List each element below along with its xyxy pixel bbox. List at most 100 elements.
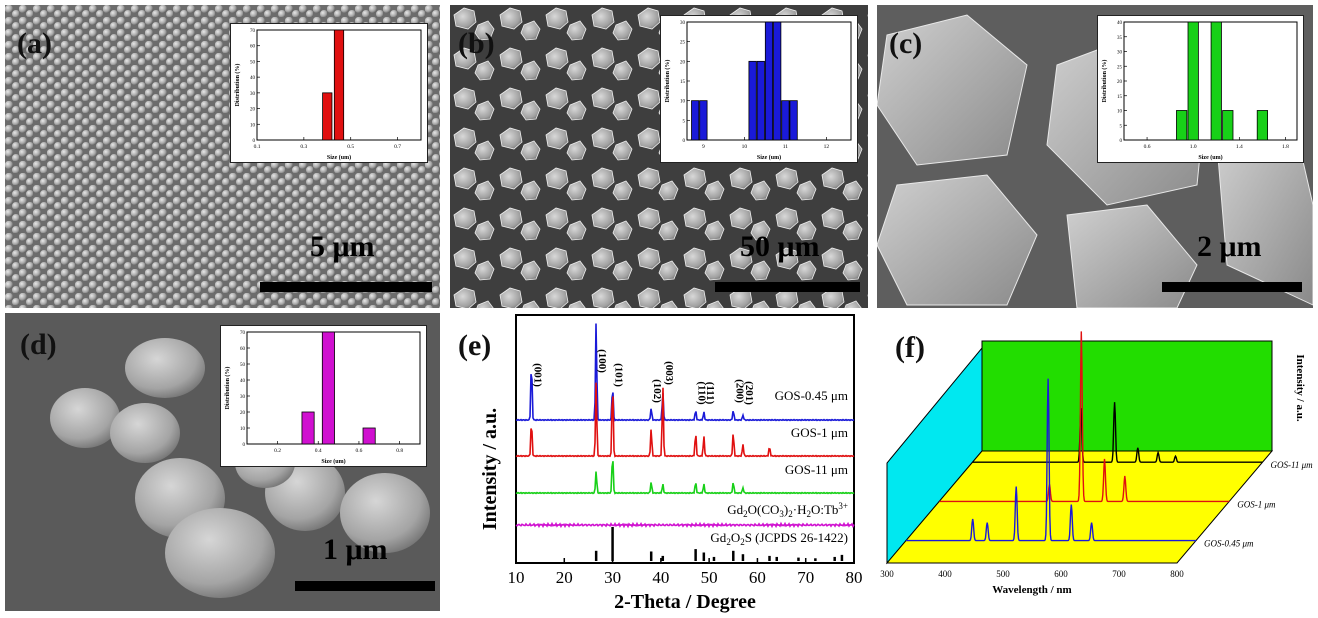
xrd-series-line (515, 323, 855, 422)
histogram-bar (748, 60, 757, 141)
inset-y-tick-label: 25 (1117, 65, 1123, 70)
inset-y-tick-label: 70 (250, 29, 256, 34)
inset-x-tick-label: 0.1 (254, 144, 261, 150)
pl-3d-chart: 300 400 500 600 700 800 Wavelength / nm Intensi… (880, 331, 1313, 596)
inset-x-tick-label: 0.3 (300, 144, 307, 150)
pl-x-tick-label: 500 (996, 569, 1010, 579)
inset-svg-c: 0 5 10 15 20 25 30 35 40 0.6 1.0 1.4 1.8 Size (um) Dis… (1101, 21, 1298, 161)
xrd-series-line (515, 461, 855, 495)
inset-y-tick-label: 30 (680, 21, 686, 26)
inset-y-tick-label: 25 (680, 41, 686, 46)
inset-y-tick-label: 5 (1120, 124, 1123, 129)
xrd-series-label: GOS-1 μm (791, 425, 848, 440)
inset-y-tick-label: 0 (243, 443, 246, 448)
inset-y-tick-label: 35 (1117, 36, 1123, 41)
xrd-x-tick-label: 20 (556, 568, 573, 587)
inset-y-tick-label: 60 (240, 347, 246, 352)
histogram-bar (781, 100, 790, 141)
inset-svg-a: 0 10 20 30 40 50 60 70 0.1 0.3 0.5 0.7 Size (um) Dist… (234, 29, 422, 161)
inset-y-tick-label: 10 (680, 100, 686, 105)
xrd-panel-e: 10 20 30 40 50 60 70 80 2-Theta / Degree Intensit… (450, 313, 868, 613)
panel-label-a: (a) (17, 27, 52, 60)
inset-y-tick-label: 40 (1117, 21, 1123, 26)
xrd-y-axis-label: Intensity / a.u. (479, 408, 501, 530)
xrd-peak-label: (110) (696, 381, 708, 405)
sem-panel-c: (c) 0 5 10 15 20 25 30 35 40 0.6 1.0 1.4 1.8 Size (um… (877, 5, 1313, 308)
xrd-peak-label: (001) (531, 363, 543, 387)
scale-bar-a (260, 282, 432, 292)
histogram-bar (1222, 110, 1234, 141)
pl-x-tick-label: 700 (1112, 569, 1126, 579)
scale-bar-c (1162, 282, 1302, 292)
pl-x-tick-label: 300 (880, 569, 894, 579)
inset-chart-d: 0 10 20 30 40 50 60 70 0.2 0.4 0.6 0.8 Size (um) Dist… (220, 325, 427, 467)
histogram-bar (699, 100, 708, 141)
xrd-series-label-precursor: Gd2O(CO3)2·H2O:Tb3+ (727, 501, 848, 519)
inset-x-tick-label: 0.4 (315, 448, 322, 454)
histogram-bar (691, 100, 700, 141)
pl-floor (885, 450, 1274, 564)
xrd-x-tick-label: 70 (797, 568, 814, 587)
panel-label-c: (c) (889, 27, 923, 60)
scale-label-b: 50 μm (740, 230, 820, 263)
xrd-series-line (515, 521, 855, 529)
inset-y-tick-label: 20 (680, 60, 686, 65)
inset-y-tick-label: 40 (250, 76, 256, 81)
inset-axes-frame (1123, 21, 1298, 141)
inset-x-tick-label: 0.2 (274, 448, 281, 454)
pl-series-label: GOS-1 μm (1237, 499, 1276, 509)
histogram-bar (1187, 21, 1199, 141)
inset-x-axis-label: Size (um) (327, 154, 351, 161)
inset-y-tick-label: 30 (250, 92, 256, 97)
inset-y-tick-label: 20 (250, 108, 256, 113)
inset-y-tick-label: 50 (240, 363, 246, 368)
pl-panel-f: 300 400 500 600 700 800 Wavelength / nm Intensi… (877, 313, 1313, 613)
histogram-bar (322, 92, 333, 141)
inset-x-axis-label: Size (um) (321, 458, 345, 465)
inset-y-tick-label: 30 (240, 395, 246, 400)
panel-label-f: (f) (895, 331, 925, 364)
inset-x-tick-label: 0.6 (356, 448, 363, 454)
inset-y-axis-label: Distribution (%) (234, 64, 241, 107)
xrd-x-tick-label: 30 (604, 568, 621, 587)
inset-x-axis-label: Size (um) (757, 154, 781, 161)
histogram-bar (1176, 110, 1188, 141)
inset-x-tick-label: 0.7 (394, 144, 401, 150)
inset-x-axis-label: Size (um) (1198, 154, 1222, 161)
inset-y-tick-label: 60 (250, 45, 256, 50)
inset-y-tick-label: 10 (1117, 110, 1123, 115)
histogram-bar (756, 60, 765, 141)
xrd-x-tick-label: 10 (508, 568, 525, 587)
histogram-bar (362, 427, 376, 445)
xrd-peak-label: (102) (651, 379, 663, 403)
pl-y-axis-label: Intensity / a.u. (1294, 354, 1306, 421)
inset-y-tick-label: 5 (683, 119, 686, 124)
inset-y-tick-label: 40 (240, 379, 246, 384)
pl-series-label: GOS-0.45 μm (1204, 539, 1254, 549)
xrd-series-label: GOS-0.45 μm (775, 388, 848, 403)
sem-panel-a: (a) 0 10 20 30 40 50 60 70 0.1 0.3 0.5 0.7 Size (um)… (5, 5, 440, 308)
scale-label-a: 5 μm (310, 230, 375, 263)
xrd-x-axis-label: 2-Theta / Degree (614, 591, 756, 613)
xrd-peak-label: (201) (743, 381, 755, 405)
histogram-bar (764, 21, 774, 141)
sem-panel-b: (b) 0 5 10 15 20 25 30 9 10 11 12 Size (um) Distribu… (450, 5, 868, 308)
pl-x-tick-label: 600 (1054, 569, 1068, 579)
xrd-series-label-reference: Gd2O2S (JCPDS 26-1422) (710, 530, 848, 547)
xrd-peak-label: (101) (613, 363, 625, 387)
pl-series-line (939, 331, 1230, 503)
inset-y-tick-label: 20 (240, 411, 246, 416)
panel-label-d: (d) (20, 328, 57, 361)
pl-back-wall (981, 340, 1273, 452)
inset-svg-b: 0 5 10 15 20 25 30 9 10 11 12 Size (um) Distribution… (664, 21, 852, 161)
sem-panel-d: (d) 0 10 20 30 40 50 60 70 0.2 0.4 0.6 0.8 Size (um)… (5, 313, 440, 611)
inset-y-tick-label: 30 (1117, 51, 1123, 56)
xrd-axes-frame (515, 314, 855, 564)
inset-chart-c: 0 5 10 15 20 25 30 35 40 0.6 1.0 1.4 1.8 Size (um) Dis… (1097, 15, 1304, 163)
inset-x-tick-label: 1.4 (1236, 144, 1243, 150)
xrd-peak-label: (003) (663, 361, 675, 385)
pl-series-line (906, 378, 1196, 542)
histogram-bar (789, 100, 798, 141)
inset-x-tick-label: 10 (742, 144, 748, 150)
inset-x-tick-label: 9 (702, 144, 705, 150)
